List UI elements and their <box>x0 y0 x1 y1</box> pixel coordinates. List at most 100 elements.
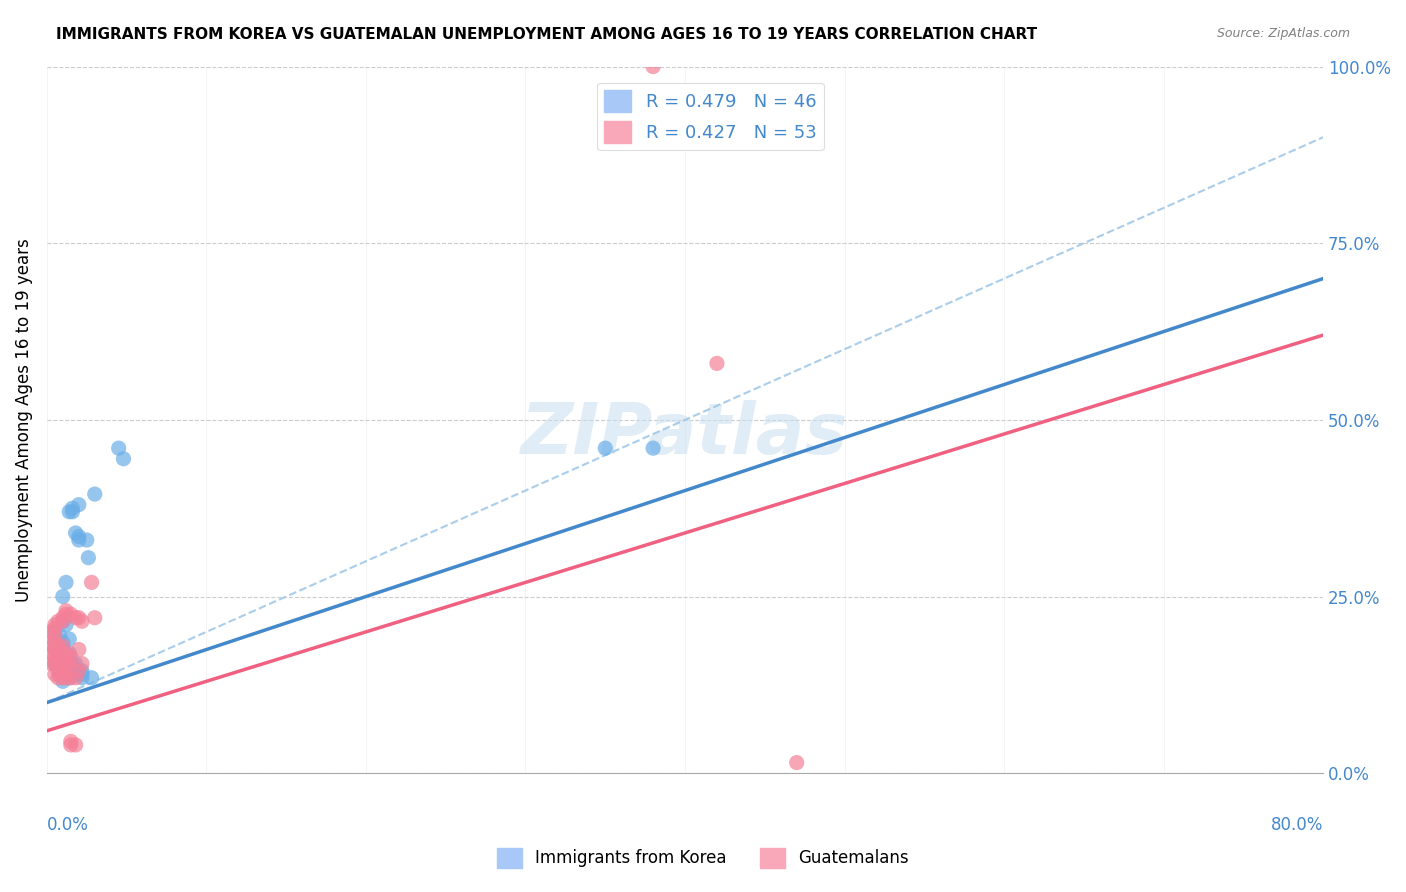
Point <box>76 533 98 547</box>
Point <box>44 642 66 657</box>
Point <box>67 529 90 543</box>
Legend: Immigrants from Korea, Guatemalans: Immigrants from Korea, Guatemalans <box>491 841 915 875</box>
Point <box>44 657 66 671</box>
Point <box>112 451 135 466</box>
Point <box>48 667 70 681</box>
Point <box>59 734 82 748</box>
Point <box>593 441 616 455</box>
Point <box>41 646 63 660</box>
Point <box>65 671 87 685</box>
Text: 80.0%: 80.0% <box>1271 815 1323 834</box>
Point <box>67 642 90 657</box>
Point <box>52 635 75 649</box>
Point <box>67 533 90 547</box>
Point <box>55 575 77 590</box>
Point <box>46 642 69 657</box>
Point <box>58 646 80 660</box>
Point <box>67 498 90 512</box>
Point <box>70 614 93 628</box>
Point <box>83 611 105 625</box>
Point <box>41 657 63 671</box>
Point <box>55 649 77 664</box>
Point <box>44 624 66 639</box>
Point <box>44 621 66 635</box>
Point <box>44 649 66 664</box>
Point <box>59 607 82 622</box>
Point <box>41 635 63 649</box>
Point <box>44 642 66 657</box>
Point <box>52 649 75 664</box>
Point <box>52 614 75 628</box>
Point <box>58 667 80 681</box>
Text: ZIPatlas: ZIPatlas <box>522 400 849 468</box>
Point <box>55 657 77 671</box>
Point <box>58 671 80 685</box>
Text: Source: ZipAtlas.com: Source: ZipAtlas.com <box>1216 27 1350 40</box>
Text: IMMIGRANTS FROM KOREA VS GUATEMALAN UNEMPLOYMENT AMONG AGES 16 TO 19 YEARS CORRE: IMMIGRANTS FROM KOREA VS GUATEMALAN UNEM… <box>56 27 1038 42</box>
Point <box>55 660 77 674</box>
Point <box>62 657 84 671</box>
Point <box>80 575 103 590</box>
Point <box>52 657 75 671</box>
Point <box>67 664 90 678</box>
Point <box>48 646 70 660</box>
Point <box>52 590 75 604</box>
Point <box>52 657 75 671</box>
Point <box>52 639 75 653</box>
Point <box>59 657 82 671</box>
Point <box>643 441 665 455</box>
Point <box>80 671 103 685</box>
Point <box>46 614 69 628</box>
Point <box>44 657 66 671</box>
Point <box>107 441 129 455</box>
Point <box>65 667 87 681</box>
Point <box>41 624 63 639</box>
Point <box>52 614 75 628</box>
Point <box>55 617 77 632</box>
Point <box>706 356 728 370</box>
Point <box>44 617 66 632</box>
Legend: R = 0.479   N = 46, R = 0.427   N = 53: R = 0.479 N = 46, R = 0.427 N = 53 <box>598 83 824 150</box>
Point <box>44 667 66 681</box>
Point <box>52 646 75 660</box>
Point <box>62 501 84 516</box>
Point <box>55 607 77 622</box>
Point <box>62 667 84 681</box>
Point <box>52 664 75 678</box>
Point <box>65 611 87 625</box>
Point <box>46 649 69 664</box>
Point <box>46 639 69 653</box>
Point <box>52 674 75 689</box>
Point <box>65 525 87 540</box>
Point <box>59 671 82 685</box>
Point <box>44 628 66 642</box>
Point <box>55 646 77 660</box>
Point <box>70 667 93 681</box>
Point <box>55 604 77 618</box>
Point <box>65 657 87 671</box>
Point <box>44 635 66 649</box>
Point <box>52 653 75 667</box>
Point <box>70 664 93 678</box>
Point <box>58 505 80 519</box>
Point <box>62 505 84 519</box>
Point <box>52 664 75 678</box>
Point <box>70 671 93 685</box>
Point <box>48 628 70 642</box>
Point <box>46 657 69 671</box>
Point <box>55 667 77 681</box>
Point <box>65 738 87 752</box>
Point <box>643 60 665 74</box>
Point <box>52 642 75 657</box>
Point <box>46 664 69 678</box>
Point <box>67 611 90 625</box>
Point <box>59 738 82 752</box>
Point <box>55 671 77 685</box>
Point <box>55 653 77 667</box>
Point <box>77 550 100 565</box>
Point <box>52 671 75 685</box>
Point <box>48 653 70 667</box>
Text: 0.0%: 0.0% <box>46 815 89 834</box>
Point <box>786 756 808 770</box>
Y-axis label: Unemployment Among Ages 16 to 19 years: Unemployment Among Ages 16 to 19 years <box>15 238 32 602</box>
